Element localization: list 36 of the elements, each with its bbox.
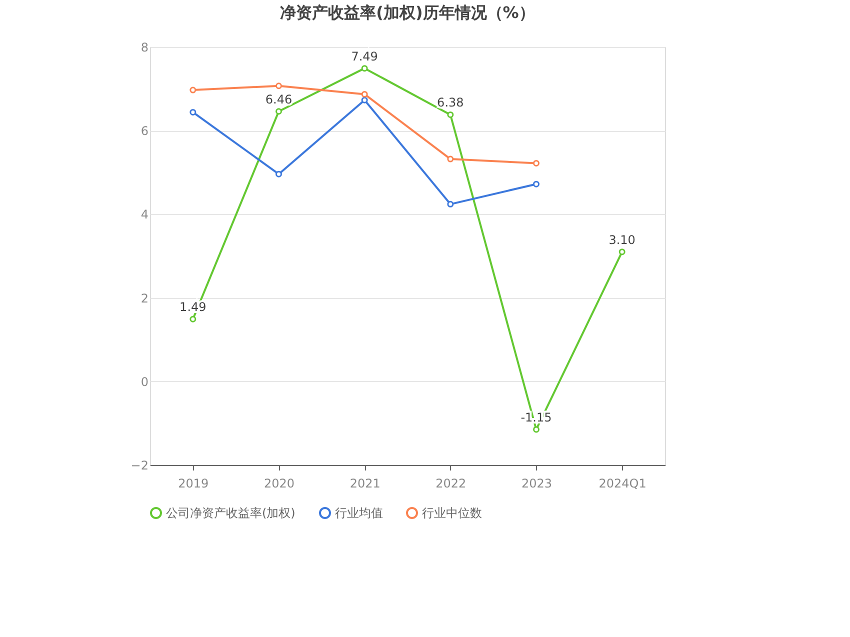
- point: [447, 156, 454, 162]
- y-tick-label: 8: [140, 40, 148, 54]
- x-tick-label: 2024Q1: [598, 476, 646, 490]
- legend-label: 公司净资产收益率(加权): [166, 506, 296, 520]
- data-label: 6.46: [265, 92, 292, 106]
- point: [533, 426, 540, 433]
- point: [361, 96, 368, 104]
- point: [190, 316, 196, 322]
- y-tick-label: 2: [140, 291, 148, 306]
- point: [447, 111, 454, 118]
- point: [276, 82, 282, 90]
- point: [447, 200, 454, 208]
- legend-label: 行业均值: [335, 506, 383, 520]
- y-tick-label: 0: [140, 374, 148, 389]
- data-label: 6.38: [437, 96, 464, 110]
- x-tick-label: 2019: [178, 476, 209, 490]
- point: [533, 180, 540, 188]
- point: [361, 90, 368, 98]
- point: [276, 170, 282, 178]
- x-tick-label: 2022: [436, 476, 466, 490]
- data-label: 7.49: [351, 49, 378, 64]
- x-tick-label: 2020: [264, 476, 295, 490]
- point: [190, 108, 196, 116]
- chart-title: 净资产收益率(加权)历年情况（%）: [280, 3, 535, 22]
- y-tick-label: −2: [130, 458, 148, 472]
- point: [618, 248, 626, 256]
- point: [276, 108, 282, 115]
- legend-label: 行业中位数: [422, 506, 482, 520]
- point: [533, 160, 540, 166]
- data-label: 3.10: [608, 232, 636, 247]
- x-tick-label: 2021: [350, 476, 380, 490]
- x-tick-label: 2023: [521, 476, 552, 490]
- point: [190, 86, 196, 94]
- y-tick-label: 4: [140, 208, 148, 222]
- y-tick-label: 6: [140, 124, 148, 138]
- point: [361, 65, 368, 72]
